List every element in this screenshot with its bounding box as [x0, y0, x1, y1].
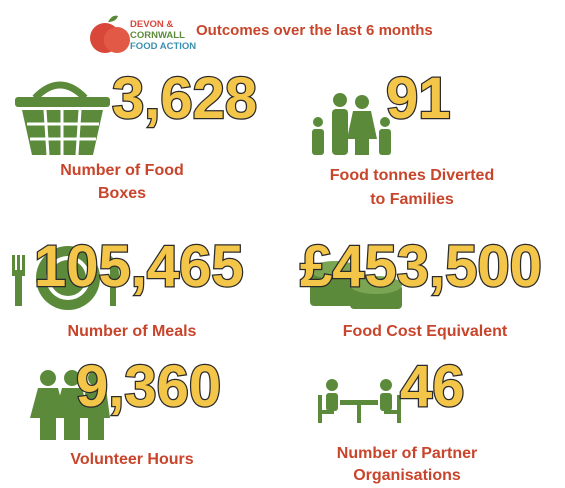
- page-title: Outcomes over the last 6 months: [196, 22, 433, 39]
- basket-icon: [15, 81, 110, 156]
- stat-label: Number of Meals: [68, 323, 197, 340]
- stat-label: Number of Food: [60, 162, 184, 179]
- plate-icon: [12, 246, 119, 310]
- stat-label: Food tonnes Diverted: [330, 167, 494, 184]
- stat-value: 91: [386, 66, 451, 131]
- stat-value: 9,360: [76, 354, 221, 419]
- meeting-icon: [318, 379, 401, 423]
- stat-label: Number of Partner: [337, 445, 477, 462]
- stat-label: Food Cost Equivalent: [343, 323, 508, 340]
- stat-value: 46: [400, 354, 465, 419]
- stat-label: to Families: [370, 191, 454, 208]
- stat-value: 105,465: [34, 234, 244, 299]
- family-icon: [312, 93, 391, 155]
- stat-label: Volunteer Hours: [70, 451, 193, 468]
- stat-label: Boxes: [98, 185, 146, 202]
- coins-icon: [310, 261, 402, 309]
- logo-line: FOOD ACTION: [130, 41, 196, 52]
- stat-label: Organisations: [353, 467, 461, 484]
- logo: DEVON & CORNWALL FOOD ACTION: [90, 15, 196, 53]
- logo-line: DEVON &: [130, 19, 173, 30]
- volunteers-icon: [30, 370, 110, 440]
- logo-line: CORNWALL: [130, 30, 185, 41]
- stat-value: 3,628: [112, 66, 257, 131]
- stat-value: £453,500: [300, 234, 542, 299]
